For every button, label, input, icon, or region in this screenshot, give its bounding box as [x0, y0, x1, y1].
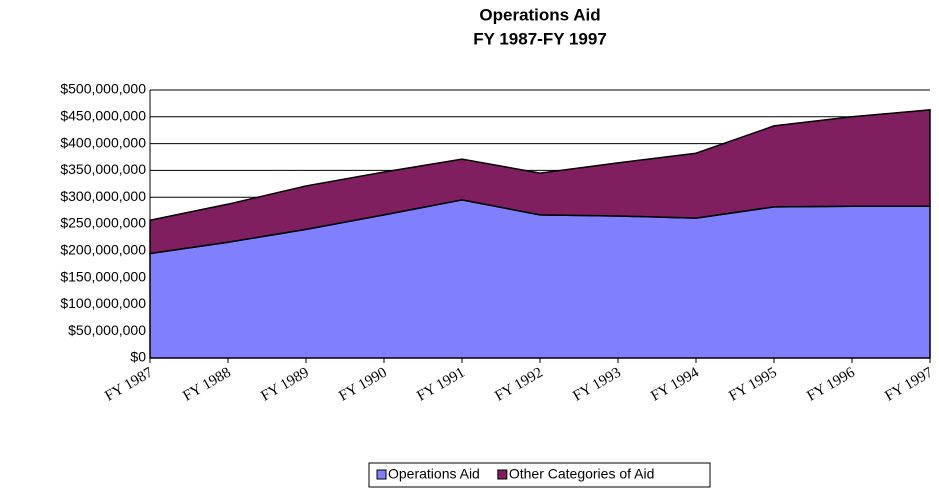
x-tick-label: FY 1995 — [726, 365, 779, 405]
y-tick-label: $450,000,000 — [60, 108, 146, 124]
y-tick-label: $0 — [130, 349, 146, 365]
x-tick-label: FY 1996 — [804, 364, 858, 404]
y-tick-label: $50,000,000 — [68, 322, 146, 338]
legend: Operations Aid Other Categories of Aid — [368, 462, 711, 488]
x-tick-label: FY 1988 — [180, 365, 233, 405]
y-tick-label: $100,000,000 — [60, 295, 146, 311]
legend-box — [368, 462, 711, 488]
x-tick-label: FY 1994 — [648, 364, 702, 404]
x-tick-label: FY 1993 — [570, 365, 623, 405]
area — [149, 109, 931, 255]
chart-title: Operations Aid — [479, 5, 600, 24]
legend-swatch — [376, 469, 387, 480]
chart-subtitle: FY 1987-FY 1997 — [473, 29, 607, 48]
x-tick-label: FY 1987 — [102, 364, 156, 404]
y-tick-label: $150,000,000 — [60, 268, 146, 284]
y-tick-label: $250,000,000 — [60, 215, 146, 231]
legend-label: Operations Aid — [388, 466, 480, 482]
y-tick-label: $350,000,000 — [60, 161, 146, 177]
x-tick-label: FY 1990 — [336, 365, 389, 405]
y-tick-label: $400,000,000 — [60, 134, 146, 150]
y-tick-label: $200,000,000 — [60, 242, 146, 258]
y-tick-label: $500,000,000 — [60, 81, 146, 97]
x-tick-label: FY 1991 — [414, 365, 467, 405]
x-tick-label: FY 1989 — [258, 365, 311, 405]
y-tick-label: $300,000,000 — [60, 188, 146, 204]
legend-swatch — [497, 469, 508, 480]
legend-label: Other Categories of Aid — [509, 466, 655, 482]
x-tick-label: FY 1997 — [882, 364, 936, 404]
x-tick-label: FY 1992 — [492, 365, 545, 405]
